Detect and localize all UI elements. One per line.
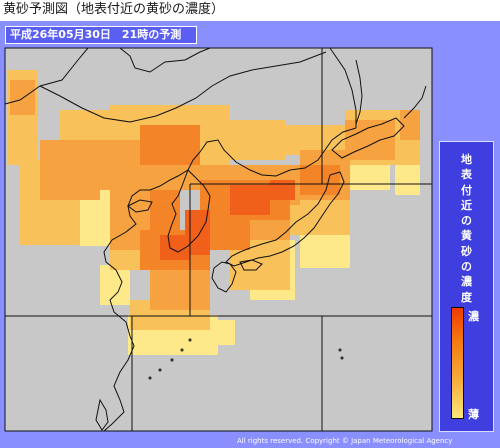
legend-color-bar — [451, 307, 464, 419]
legend-title-char: 地 — [461, 153, 472, 166]
legend-title-char: の — [461, 214, 472, 228]
map-title: 黄砂予測図（地表付近の黄砂の濃度） — [3, 2, 225, 17]
copyright-notice: All rights reserved. Copyright © Japan M… — [237, 437, 453, 445]
coastlines — [4, 47, 427, 432]
legend-title-char: 近 — [461, 198, 472, 212]
legend-title-char: 濃 — [461, 275, 472, 289]
map-border — [4, 47, 433, 432]
legend-title-char: 付 — [461, 183, 472, 197]
legend-title-char: 黄 — [461, 229, 472, 243]
legend-title-char: の — [461, 260, 472, 274]
legend-title: 地 表 付 近 の 黄 砂 の 濃 度 — [440, 152, 493, 305]
legend-low-label: 薄 — [468, 408, 479, 421]
legend-title-char: 度 — [461, 290, 472, 304]
legend-high-label: 濃 — [468, 310, 479, 323]
legend-title-char: 表 — [461, 168, 472, 182]
forecast-date-banner: 平成26年05月30日 21時の予測 — [5, 26, 197, 44]
legend-panel: 地 表 付 近 の 黄 砂 の 濃 度 濃 薄 — [439, 141, 494, 432]
grid-lines — [5, 48, 432, 431]
legend-title-char: 砂 — [461, 244, 472, 258]
